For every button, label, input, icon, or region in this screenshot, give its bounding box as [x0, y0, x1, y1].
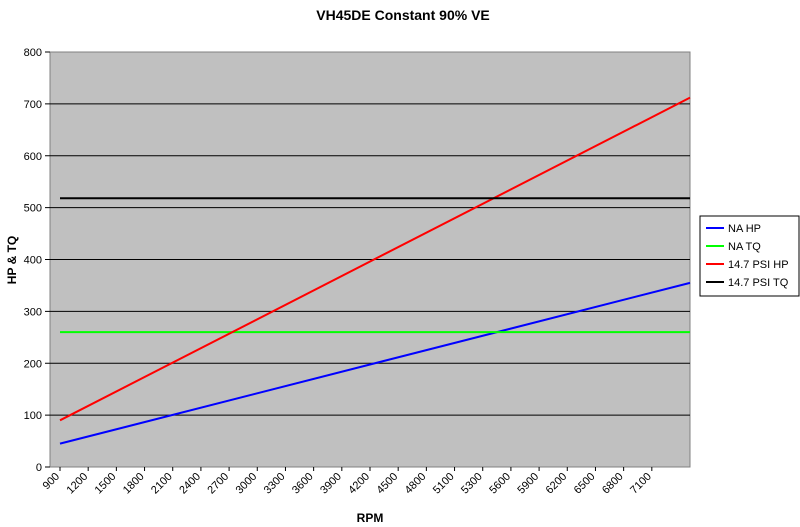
- y-tick-label: 400: [24, 255, 42, 267]
- x-tick-label: 5900: [515, 471, 541, 497]
- x-tick-label: 3000: [234, 471, 260, 497]
- y-tick-label: 300: [24, 306, 42, 318]
- x-tick-label: 5600: [487, 471, 513, 497]
- y-tick-label: 800: [24, 47, 42, 59]
- x-tick-label: 6500: [572, 471, 598, 497]
- x-tick-label: 5300: [459, 471, 485, 497]
- x-tick-label: 1200: [65, 471, 91, 497]
- y-tick-label: 200: [24, 358, 42, 370]
- x-tick-label: 4500: [375, 471, 401, 497]
- legend-label: 14.7 PSI HP: [728, 259, 789, 271]
- x-tick-label: 3600: [290, 471, 316, 497]
- x-tick-label: 4200: [346, 471, 372, 497]
- x-tick-label: 3900: [318, 471, 344, 497]
- x-tick-label: 6800: [600, 471, 626, 497]
- x-tick-label: 7100: [628, 471, 654, 497]
- y-tick-label: 100: [24, 410, 42, 422]
- y-tick-label: 500: [24, 203, 42, 215]
- x-tick-label: 4800: [403, 471, 429, 497]
- legend: NA HP NA TQ 14.7 PSI HP 14.7 PSI TQ: [699, 215, 800, 297]
- gridlines: [50, 103, 690, 416]
- x-tick-label: 1500: [93, 471, 119, 497]
- x-axis-title: RPM: [357, 511, 384, 525]
- y-axis-ticks: 0 100 200 300 400 500 600 700 800: [24, 47, 50, 474]
- x-tick-label: 3300: [262, 471, 288, 497]
- x-tick-label: 1800: [121, 471, 147, 497]
- x-axis-ticks: 900 1200 1500 1800 2100 2400 2700 3000 3300 3600 3…: [41, 467, 654, 496]
- y-tick-label: 600: [24, 151, 42, 163]
- series-layer: [59, 96, 691, 445]
- y-tick-label: 0: [36, 462, 42, 474]
- series-line-14-7-psi-hp: [59, 96, 691, 422]
- legend-label: NA TQ: [728, 241, 761, 253]
- series-line-na-hp: [59, 281, 691, 445]
- legend-label: 14.7 PSI TQ: [728, 277, 789, 289]
- chart-title: VH45DE Constant 90% VE: [316, 7, 490, 23]
- x-tick-label: 2700: [205, 471, 231, 497]
- x-tick-label: 2400: [177, 471, 203, 497]
- legend-label: NA HP: [728, 223, 761, 235]
- x-tick-label: 5100: [431, 471, 457, 497]
- x-tick-label: 2100: [149, 471, 175, 497]
- x-tick-label: 900: [41, 471, 62, 492]
- y-tick-label: 700: [24, 99, 42, 111]
- y-axis-title: HP & TQ: [5, 236, 19, 284]
- x-tick-label: 6200: [544, 471, 570, 497]
